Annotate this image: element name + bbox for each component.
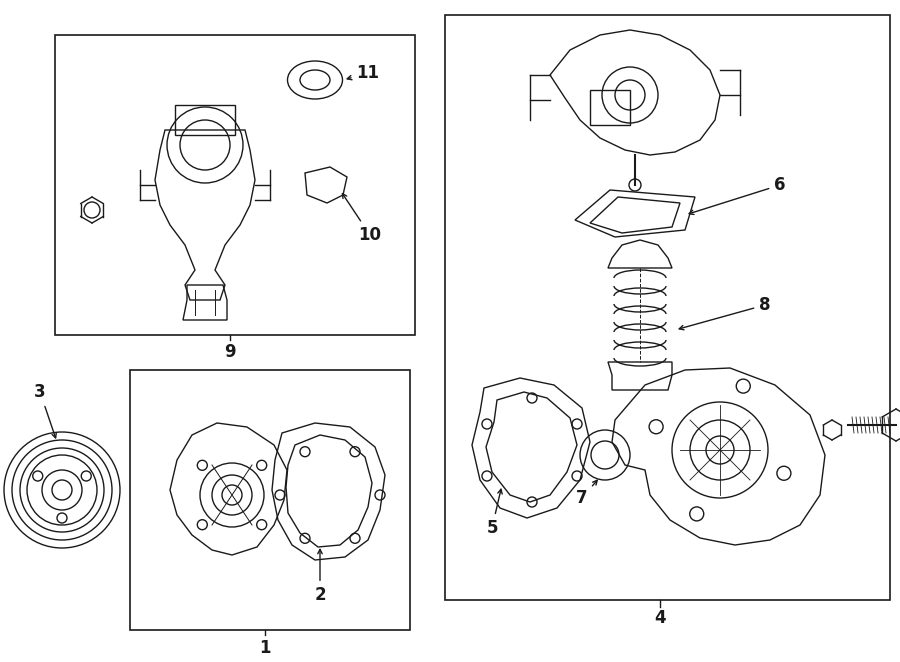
Text: 4: 4 [654,609,666,627]
Bar [175,105,235,135]
Bar [590,90,630,125]
Bar [55,35,415,335]
Text: 6: 6 [689,176,786,214]
Bar [130,370,410,630]
Text: 1: 1 [259,639,271,657]
Text: 3: 3 [34,383,57,438]
Text: 9: 9 [224,343,236,361]
Text: 10: 10 [342,193,382,244]
Text: 7: 7 [576,481,598,507]
Text: 2: 2 [314,549,326,604]
Bar [445,15,890,600]
Text: 8: 8 [680,296,770,330]
Text: 11: 11 [347,64,380,82]
Text: 5: 5 [486,489,502,537]
